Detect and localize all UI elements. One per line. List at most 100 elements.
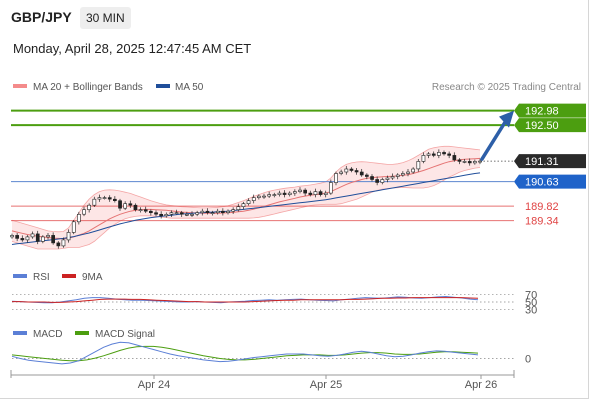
candle-body [200, 210, 205, 213]
candle-body [462, 161, 467, 163]
datetime-label: Monday, April 28, 2025 12:47:45 AM CET [13, 41, 252, 56]
candle-body [298, 189, 302, 192]
level-tag-last-2 [514, 154, 586, 169]
candle-body [66, 232, 71, 241]
candle-body [308, 192, 313, 195]
legend-bollinger-swatch [13, 84, 27, 88]
x-axis-tick-label: Apr 25 [310, 379, 342, 391]
legend-macd-swatch [13, 331, 27, 335]
macd-line [11, 341, 479, 365]
candle-body [92, 198, 97, 206]
legend-rsi-swatch [13, 274, 27, 278]
candle-body [118, 200, 122, 209]
macd-signal-line [11, 345, 479, 362]
rsi-line [11, 295, 479, 304]
candle-body [287, 192, 292, 195]
rsi-tick-label: 70 [525, 290, 537, 302]
candle-body [77, 214, 81, 223]
candle-body [236, 206, 241, 210]
level-label-target-0: 192.98 [525, 106, 559, 118]
candle-body [231, 209, 236, 212]
candle-body [241, 203, 246, 207]
candle-body [133, 204, 138, 210]
candle-body [179, 212, 184, 215]
candle-body [71, 221, 76, 233]
candle-body [467, 161, 472, 164]
candle-body [390, 176, 395, 179]
candle-body [277, 192, 282, 195]
level-label-support-5: 189.34 [525, 216, 559, 228]
candle-body [190, 214, 194, 216]
candle-body [395, 174, 400, 177]
legend-ma50-label: MA 50 [175, 82, 204, 93]
candle-body [159, 214, 164, 217]
candle-body [128, 203, 133, 206]
candle-body [215, 210, 220, 213]
candle-body [30, 233, 35, 238]
candle-body [102, 197, 107, 199]
candle-body [385, 177, 390, 180]
candle-body [226, 210, 230, 213]
candle-body [354, 170, 359, 173]
candle-body [25, 236, 30, 241]
candle-body [143, 209, 148, 212]
candle-body [364, 174, 369, 177]
candle-body [87, 204, 91, 210]
timeframe-badge[interactable]: 30 MIN [80, 7, 131, 29]
candle-body [51, 235, 55, 244]
candle-body [205, 210, 210, 213]
candle-body [20, 238, 25, 241]
level-label-support-4: 189.82 [525, 201, 559, 213]
candle-body [195, 212, 200, 215]
candle-body [436, 152, 441, 156]
level-label-last-2: 191.31 [525, 156, 559, 168]
legend-macd-label: MACD [33, 329, 62, 340]
candle-body [174, 212, 179, 214]
instrument-title: GBP/JPY [11, 9, 72, 25]
candle-body [185, 214, 189, 216]
candle-body [400, 173, 405, 176]
candle-body [251, 197, 256, 201]
legend-macd-signal-label: MACD Signal [95, 329, 155, 340]
candle-body [334, 173, 338, 183]
candle-body [40, 236, 45, 242]
candle-body [442, 152, 446, 155]
candle-body [267, 194, 272, 197]
candle-body [246, 200, 251, 204]
candle-body [411, 168, 416, 173]
x-axis-tick-label: Apr 24 [138, 379, 170, 391]
rsi-tick-label: 50 [525, 297, 537, 309]
candle-body [375, 179, 380, 183]
candle-body [349, 168, 354, 171]
candle-body [370, 176, 374, 180]
candle-body [380, 179, 385, 183]
candle-body [406, 171, 410, 174]
candle-body [113, 198, 117, 201]
candle-body [303, 189, 308, 194]
candle-body [328, 182, 333, 194]
candle-body [323, 192, 328, 195]
candle-body [210, 212, 215, 214]
legend-macd-signal-swatch [75, 331, 89, 335]
rsi-9ma-line [12, 297, 479, 303]
candle-body [421, 155, 426, 162]
candle-body [292, 191, 297, 194]
candle-body [416, 161, 421, 170]
macd-tick-label: 0 [525, 354, 531, 366]
legend-9ma-label: 9MA [82, 272, 103, 283]
candle-body [61, 239, 66, 247]
candle-body [107, 197, 112, 200]
candle-body [15, 235, 20, 239]
candle-body [339, 171, 344, 174]
bollinger-lower-line [11, 167, 481, 250]
candle-body [82, 209, 86, 215]
candle-body [282, 192, 287, 195]
legend-9ma-swatch [62, 274, 76, 278]
candle-body [10, 235, 14, 238]
projection-arrow-head [499, 110, 514, 128]
x-axis-tick-label: Apr 26 [465, 379, 497, 391]
candle-body [221, 210, 225, 213]
candle-body [431, 153, 436, 156]
